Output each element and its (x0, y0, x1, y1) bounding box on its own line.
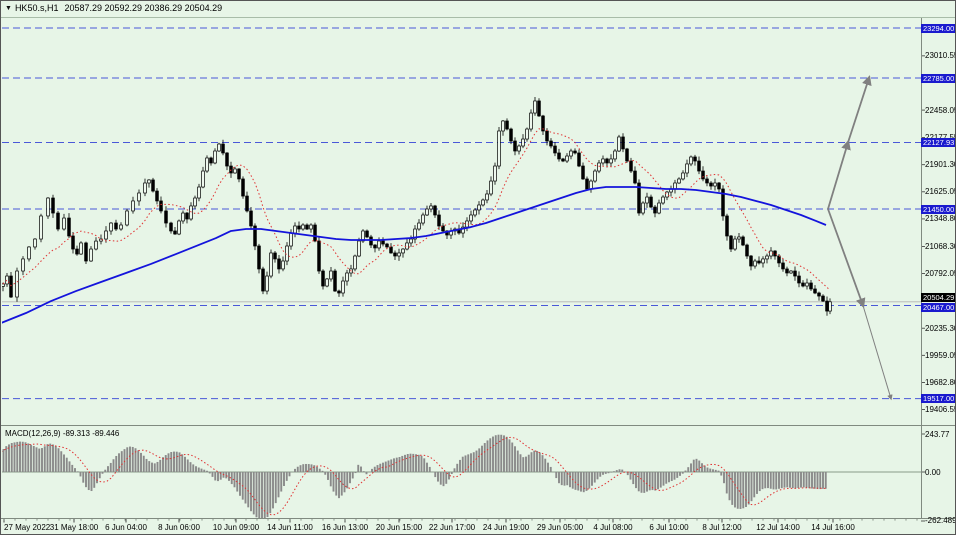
symbol-period-label: HK50.s,H1 (14, 3, 59, 13)
time-axis-label[interactable]: 6 Jul 10:00 (649, 523, 689, 532)
price-tick-label: 21625.05 (925, 187, 956, 197)
time-axis-label[interactable]: 12 Jul 14:00 (756, 523, 800, 532)
time-axis-label[interactable]: 4 Jul 08:00 (593, 523, 633, 532)
macd-pane (2, 434, 921, 518)
axis-tick-marks (3, 55, 925, 523)
macd-name: MACD(12,26,9) (5, 429, 61, 438)
time-axis-label[interactable]: 31 May 18:00 (49, 523, 99, 532)
price-tick-label: 19959.05 (925, 350, 956, 360)
price-level-badge[interactable]: 21450.00 (921, 204, 955, 214)
price-tick-label: 19406.55 (925, 405, 956, 415)
price-level-badge[interactable]: 23294.00 (921, 23, 955, 33)
price-tick-label: 22458.05 (925, 105, 956, 115)
ohlc-values: 20587.29 20592.29 20386.29 20504.29 (64, 3, 223, 13)
current-price-badge: 20504.29 (921, 293, 955, 303)
price-level-badge[interactable]: 22127.93 (921, 137, 955, 147)
price-tick-label: 21901.30 (925, 160, 956, 170)
candlestick-series (2, 96, 832, 316)
price-tick-label: 21068.30 (925, 241, 956, 251)
macd-axis-max-label: 243.77 (925, 429, 950, 439)
macd-indicator-label: MACD(12,26,9) -89.313 -89.446 (5, 429, 119, 438)
time-axis-label[interactable]: 10 Jun 09:00 (212, 523, 260, 532)
time-axis-label[interactable]: 14 Jul 16:00 (811, 523, 855, 532)
chart-title: ▼ HK50.s,H1 20587.29 20592.29 20386.29 205… (5, 3, 222, 15)
ma-fast-dotted-line (2, 128, 831, 291)
macd-axis-min-label: -262.489 (925, 516, 956, 525)
macd-histogram-bars (2, 434, 827, 518)
main-price-pane (2, 27, 921, 401)
time-axis-label[interactable]: 27 May 2022 (4, 523, 51, 532)
time-axis-label[interactable]: 24 Jun 19:00 (482, 523, 530, 532)
macd-axis-zero-label: 0.00 (925, 467, 941, 477)
price-level-badge[interactable]: 19517.00 (921, 394, 955, 404)
time-axis-label[interactable]: 29 Jun 05:00 (536, 523, 584, 532)
price-tick-label: 21348.80 (925, 214, 956, 224)
macd-timeaxis-separator (1, 518, 955, 519)
price-tick-label: 23010.55 (925, 51, 956, 61)
time-axis-label[interactable]: 8 Jun 06:00 (158, 523, 200, 532)
trend-projection-arrows[interactable] (827, 75, 893, 401)
time-axis-label[interactable]: 8 Jul 12:00 (702, 523, 742, 532)
price-level-badge[interactable]: 22785.00 (921, 73, 955, 83)
macd-signal-value: -89.446 (92, 429, 120, 438)
time-axis-label[interactable]: 6 Jun 04:00 (105, 523, 147, 532)
chart-dropdown-icon[interactable]: ▼ (5, 5, 12, 12)
price-tick-label: 22177.55 (925, 133, 955, 142)
main-macd-separator (1, 425, 955, 426)
time-axis-label[interactable]: 20 Jun 15:00 (375, 523, 423, 532)
price-tick-label: 20235.30 (925, 323, 956, 333)
horizontal-level-lines (2, 27, 921, 400)
time-axis-label[interactable]: 14 Jun 11:00 (267, 523, 313, 532)
macd-value: -89.313 (62, 429, 90, 438)
time-axis-label[interactable]: 22 Jun 17:00 (428, 523, 476, 532)
price-tick-label: 19682.80 (925, 377, 956, 387)
macd-signal-line (2, 436, 828, 516)
price-axis-separator (921, 18, 922, 518)
ma-slow-blue-line (2, 186, 827, 324)
titlebar-separator (1, 17, 955, 18)
price-tick-label: 20792.05 (925, 269, 956, 279)
price-level-badge[interactable]: 20467.00 (921, 303, 955, 313)
time-axis-label[interactable]: 16 Jun 13:00 (321, 523, 369, 532)
